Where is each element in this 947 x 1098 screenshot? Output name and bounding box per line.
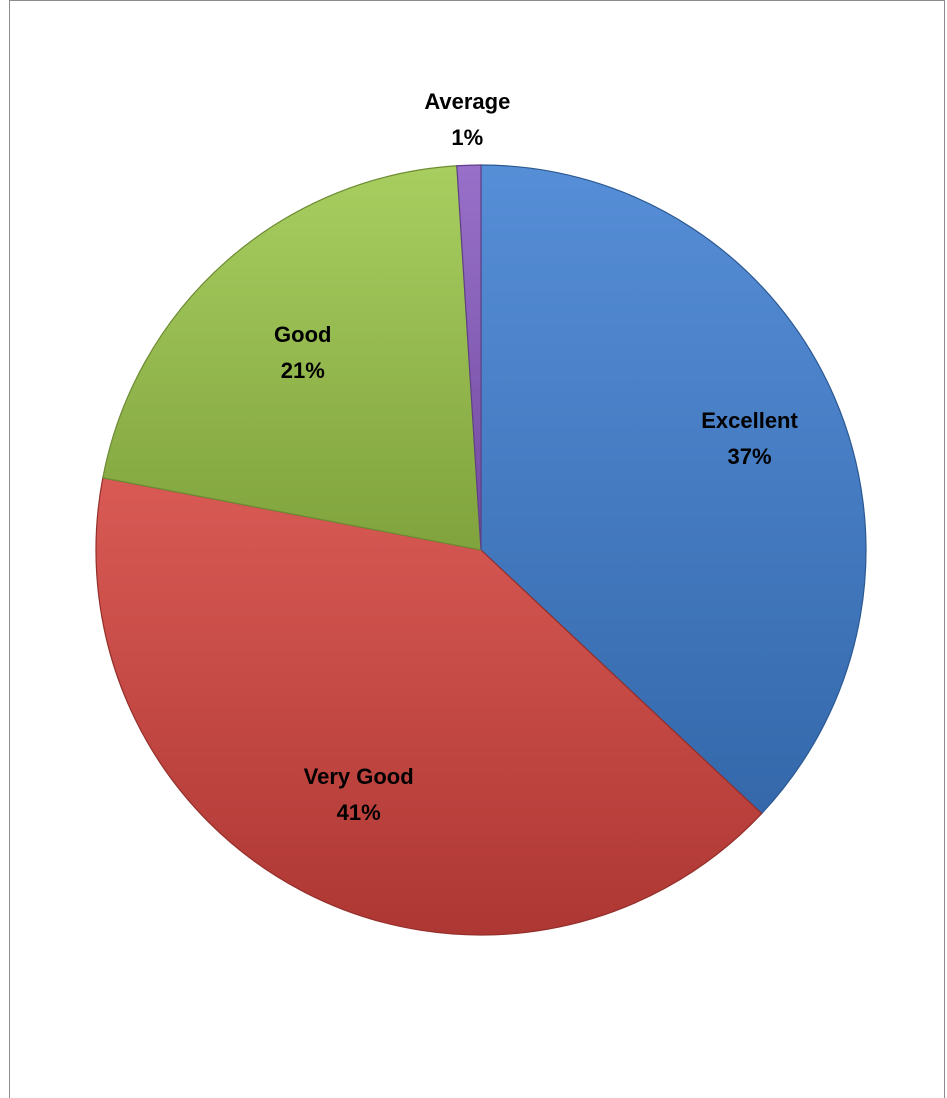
data-label-very-good: Very Good 41% — [304, 764, 414, 825]
pie-slice-good — [102, 165, 482, 551]
pie-slice-excellent — [480, 164, 867, 815]
data-label-good: Good 21% — [274, 322, 331, 383]
pie-slice-average — [456, 164, 482, 551]
pie-slices — [95, 164, 867, 936]
data-label-excellent: Excellent 37% — [701, 408, 798, 469]
data-label-average: Average 1% — [424, 89, 510, 150]
pie-labels: Excellent 37% Very Good 41% Good 21% Average 1% — [274, 89, 798, 825]
pie-slice-very-good — [95, 477, 763, 936]
